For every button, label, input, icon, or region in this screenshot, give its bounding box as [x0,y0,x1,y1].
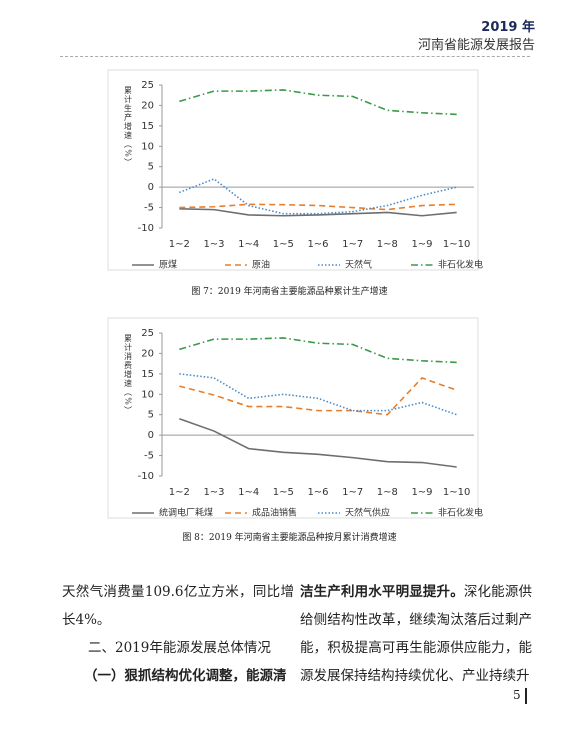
header-year: 2019 年 [481,20,535,35]
legend-label: 原煤 [159,259,177,271]
legend-label: 非石化发电 [438,507,483,519]
chart: 累计生产增速（%） -10 -5 0 5 10 15 20 25 1~2 1~3 1~4 1~5 1~6 1… [107,69,483,271]
y-tick-label: 20 [141,348,154,359]
x-tick-label: 1~4 [238,239,259,250]
paragraph: 深化能源供给侧结构性改革，继续淘汰落后过剩产能，积极提高可再生能源供应能力，能源… [300,584,532,684]
page-bar [525,688,527,704]
y-tick-label: -5 [144,451,154,462]
legend-label: 成品油销售 [252,507,297,519]
legend-label: 天然气供应 [345,507,390,519]
series-line [179,337,457,364]
bold-text: 洁生产利用水平明显提升。 [300,584,464,600]
section-heading: 二、2019年能源发展总体情况 [88,640,271,656]
y-tick-label: 5 [148,162,154,173]
y-tick-label: 10 [141,389,154,400]
x-tick-label: 1~5 [273,239,294,250]
left-column: 天然气消费量109.6亿立方米，同比增长4%。 二、2019年能源发展总体情况 … [62,578,294,690]
y-tick-label: -10 [138,471,154,482]
x-tick-label: 1~10 [443,487,470,498]
y-tick-label: 0 [148,182,154,193]
x-tick-label: 1~7 [342,487,363,498]
x-tick-label: 1~2 [169,487,190,498]
x-tick-label: 1~6 [307,239,328,250]
x-tick-label: 1~5 [273,487,294,498]
x-tick-label: 1~4 [238,487,259,498]
legend-label: 统调电厂耗煤 [159,507,213,519]
y-tick-label: 15 [141,369,154,380]
series-line [179,203,457,211]
x-tick-label: 1~3 [203,239,224,250]
y-axis-label: 累计消费增速（%） [124,334,133,415]
x-tick-label: 1~8 [377,487,398,498]
page-number: 5 [513,688,521,702]
header-rule [60,56,530,57]
x-tick-label: 1~8 [377,239,398,250]
series-line [179,373,457,416]
y-tick-label: 5 [148,410,154,421]
legend-label: 天然气 [345,259,372,271]
y-tick-label: -10 [138,223,154,234]
y-tick-label: 20 [141,100,154,111]
chart: 累计消费增速（%） -10 -5 0 5 10 15 20 25 1~2 1~3 1~4 1~5 1~6 1… [107,317,483,519]
header-title: 河南省能源发展报告 [417,38,535,53]
series-line [179,418,457,468]
y-tick-label: 15 [141,121,154,132]
series-line [179,377,457,416]
x-tick-label: 1~3 [203,487,224,498]
chart-frame [107,69,479,271]
x-tick-label: 1~2 [169,239,190,250]
legend-label: 非石化发电 [438,259,483,271]
x-tick-label: 1~9 [411,239,432,250]
y-tick-label: 25 [141,80,154,91]
series-line [179,207,457,217]
y-axis-label: 累计生产增速（%） [124,86,133,167]
series-line [179,178,457,215]
legend-label: 原油 [252,259,270,271]
y-tick-label: 0 [148,430,154,441]
x-tick-label: 1~7 [342,239,363,250]
x-tick-label: 1~10 [443,239,470,250]
chart-frame [107,317,479,519]
series-line [179,89,457,116]
y-tick-label: -5 [144,203,154,214]
paragraph: 天然气消费量109.6亿立方米，同比增长4%。 [62,584,294,628]
subsection-heading: （一）狠抓结构优化调整，能源清 [84,668,287,684]
caption: 图 8：2019 年河南省主要能源品种按月累计消费增速 [182,533,397,543]
x-tick-label: 1~6 [307,487,328,498]
right-column: 洁生产利用水平明显提升。深化能源供给侧结构性改革，继续淘汰落后过剩产能，积极提高… [300,578,532,690]
x-tick-label: 1~9 [411,487,432,498]
y-tick-label: 10 [141,141,154,152]
y-tick-label: 25 [141,328,154,339]
caption: 图 7：2019 年河南省主要能源品种累计生产增速 [191,287,388,297]
